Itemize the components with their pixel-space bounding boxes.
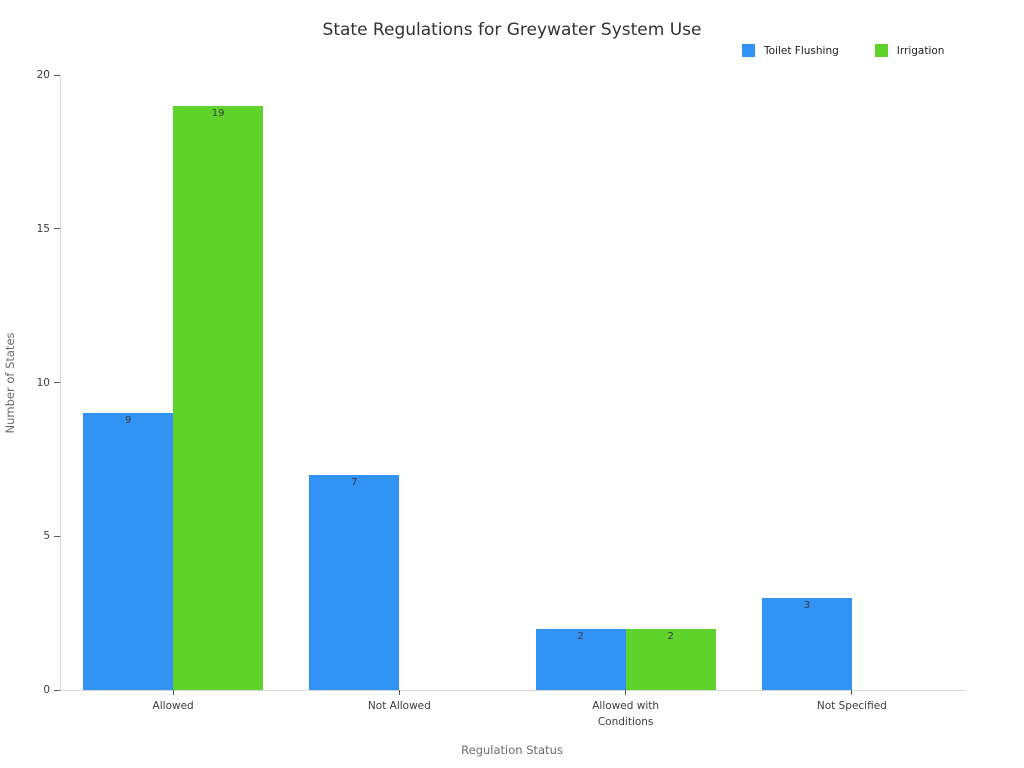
legend: Toilet Flushing Irrigation [742,44,944,57]
y-tick-label: 20 [36,69,50,81]
legend-label-irrigation: Irrigation [896,44,945,57]
y-tick-label: 10 [36,376,50,389]
x-tick-label: Allowed with Conditions [592,700,660,728]
bar-value-label: 2 [667,630,674,642]
legend-item-irrigation: Irrigation [874,44,945,57]
y-tick-mark [54,535,60,537]
x-tick-mark [625,690,627,695]
legend-swatch-toilet-flushing-icon [742,44,755,57]
bar-toilet-flushing-not-allowed: 7 [309,474,400,690]
y-tick-label: 0 [43,684,50,696]
bar-value-label: 9 [124,415,132,427]
y-tick-mark [54,689,60,691]
chart-title: State Regulations for Greywater System U… [322,20,702,40]
y-axis-line [60,75,61,690]
legend-item-toilet-flushing: Toilet Flushing [742,44,839,57]
y-tick-mark [54,382,60,383]
y-tick-mark [54,74,60,76]
bar-irrigation-allowed-with-conditions: 2 [625,628,716,690]
bar-toilet-flushing-allowed: 9 [83,413,174,690]
x-tick-label: Allowed [152,700,194,712]
bar-value-label: 2 [577,630,584,642]
bar-toilet-flushing-not-specified: 3 [761,597,852,690]
bar-value-label: 7 [351,476,358,488]
bar-irrigation-allowed: 19 [173,105,264,690]
x-tick-mark [398,690,400,695]
legend-label-toilet-flushing: Toilet Flushing [764,44,839,57]
y-tick-mark [54,228,60,230]
bar-value-label: 3 [803,599,811,611]
x-tick-mark [172,690,174,695]
x-tick-mark [851,690,853,695]
x-axis-line [60,690,965,691]
y-tick-label: 5 [43,530,50,543]
bar-toilet-flushing-allowed-with-conditions: 2 [535,628,626,690]
bar-value-label: 19 [211,107,225,119]
y-tick-label: 15 [36,222,50,235]
legend-swatch-irrigation-icon [874,44,888,57]
x-tick-label: Not Specified [816,700,887,712]
x-tick-label: Not Allowed [367,700,431,712]
x-axis-title: Regulation Status [461,743,563,757]
